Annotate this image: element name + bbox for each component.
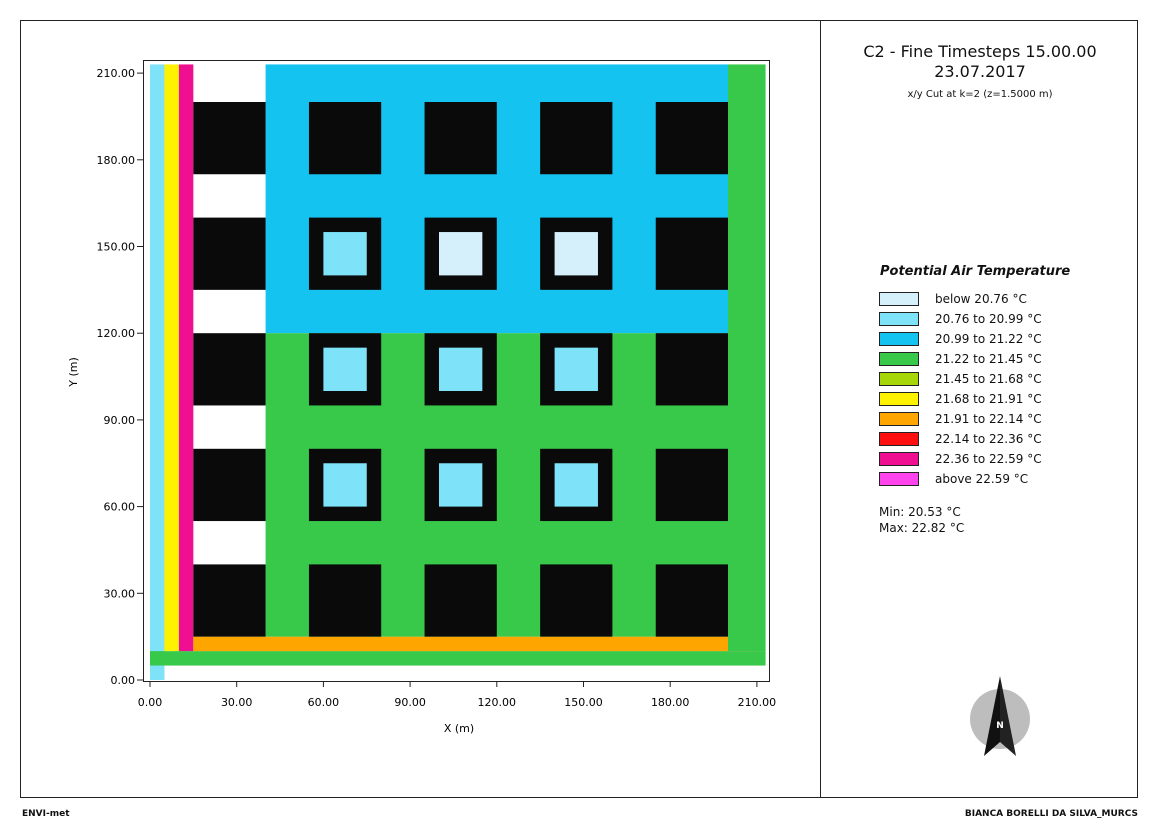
courtyard: [323, 463, 367, 507]
temperature-zone: [150, 651, 766, 666]
legend-label: 20.99 to 21.22 °C: [935, 332, 1042, 346]
building: [655, 564, 728, 637]
courtyard: [439, 347, 483, 391]
panel-divider: [820, 20, 821, 798]
legend-swatch: [879, 432, 919, 446]
legend-swatch: [879, 472, 919, 486]
legend-swatch: [879, 452, 919, 466]
x-tick-label: 210.00: [738, 696, 777, 709]
legend-label: 21.91 to 22.14 °C: [935, 412, 1042, 426]
courtyard: [554, 232, 598, 276]
y-tick-label: 60.00: [104, 501, 136, 514]
x-tick-label: 180.00: [651, 696, 690, 709]
buildings: [193, 102, 728, 637]
x-tick-label: 150.00: [564, 696, 603, 709]
y-tick-label: 210.00: [97, 67, 136, 80]
min-value: Min: 20.53 °C: [879, 505, 961, 519]
legend-swatch: [879, 332, 919, 346]
courtyard: [439, 463, 483, 507]
figure-title: C2 - Fine Timesteps 15.00.00: [863, 42, 1097, 61]
building: [193, 333, 266, 406]
temperature-zone: [150, 64, 165, 681]
figure-cut-info: x/y Cut at k=2 (z=1.5000 m): [907, 89, 1053, 100]
legend-swatch: [879, 392, 919, 406]
legend-swatch: [879, 372, 919, 386]
temperature-zone: [193, 636, 757, 652]
building: [424, 102, 497, 175]
building: [193, 448, 266, 522]
legend-label: 21.45 to 21.68 °C: [935, 372, 1042, 386]
max-value: Max: 22.82 °C: [879, 521, 965, 535]
y-tick-label: 120.00: [97, 327, 136, 340]
building: [193, 217, 266, 290]
legend-label: 20.76 to 20.99 °C: [935, 312, 1042, 326]
legend-label: 22.36 to 22.59 °C: [935, 452, 1042, 466]
x-tick-label: 30.00: [221, 696, 253, 709]
y-tick-label: 90.00: [104, 414, 136, 427]
building: [655, 217, 728, 290]
legend-label: 21.22 to 21.45 °C: [935, 352, 1042, 366]
courtyard: [439, 232, 483, 276]
figure-frame: [20, 20, 1138, 798]
footer-author: BIANCA BORELLI DA SILVA_MURCS: [964, 809, 1138, 819]
legend-swatch: [879, 352, 919, 366]
temperature-zone: [178, 64, 194, 652]
y-tick-label: 180.00: [97, 154, 136, 167]
legend-label: above 22.59 °C: [935, 472, 1029, 486]
svg-text:N: N: [996, 721, 1004, 731]
building: [193, 564, 266, 637]
x-tick-label: 90.00: [394, 696, 426, 709]
legend-label: below 20.76 °C: [935, 292, 1027, 306]
legend-title: Potential Air Temperature: [880, 264, 1071, 279]
building: [308, 564, 382, 637]
x-tick-label: 120.00: [478, 696, 517, 709]
building: [655, 448, 728, 522]
axes: 0.00 30.00 60.00 90.00 120.00 150.00 180.00 210…: [97, 67, 777, 709]
footer-software: ENVI-met: [22, 809, 70, 819]
x-tick-label: 60.00: [308, 696, 340, 709]
y-tick-label: 0.00: [111, 674, 136, 687]
building: [193, 102, 266, 175]
y-axis-label: Y (m): [67, 357, 80, 388]
courtyard: [323, 232, 367, 276]
courtyard: [554, 463, 598, 507]
x-tick-label: 0.00: [138, 696, 163, 709]
x-axis-label: X (m): [444, 722, 474, 735]
legend-label: 22.14 to 22.36 °C: [935, 432, 1042, 446]
building: [424, 564, 497, 637]
building: [540, 102, 613, 175]
plot-border: [143, 60, 770, 682]
figure-date: 23.07.2017: [934, 62, 1026, 81]
temperature-zone: [728, 64, 766, 652]
legend-label: 21.68 to 21.91 °C: [935, 392, 1042, 406]
y-tick-label: 30.00: [104, 587, 136, 600]
legend-swatch: [879, 312, 919, 326]
building: [655, 102, 728, 175]
legend-swatch: [879, 292, 919, 306]
temperature-zone: [164, 64, 179, 652]
courtyard: [554, 347, 598, 391]
north-arrow-icon: N: [970, 676, 1030, 756]
building: [655, 333, 728, 406]
building: [308, 102, 382, 175]
courtyard: [323, 347, 367, 391]
legend-swatch: [879, 412, 919, 426]
y-tick-label: 150.00: [97, 241, 136, 254]
building: [540, 564, 613, 637]
